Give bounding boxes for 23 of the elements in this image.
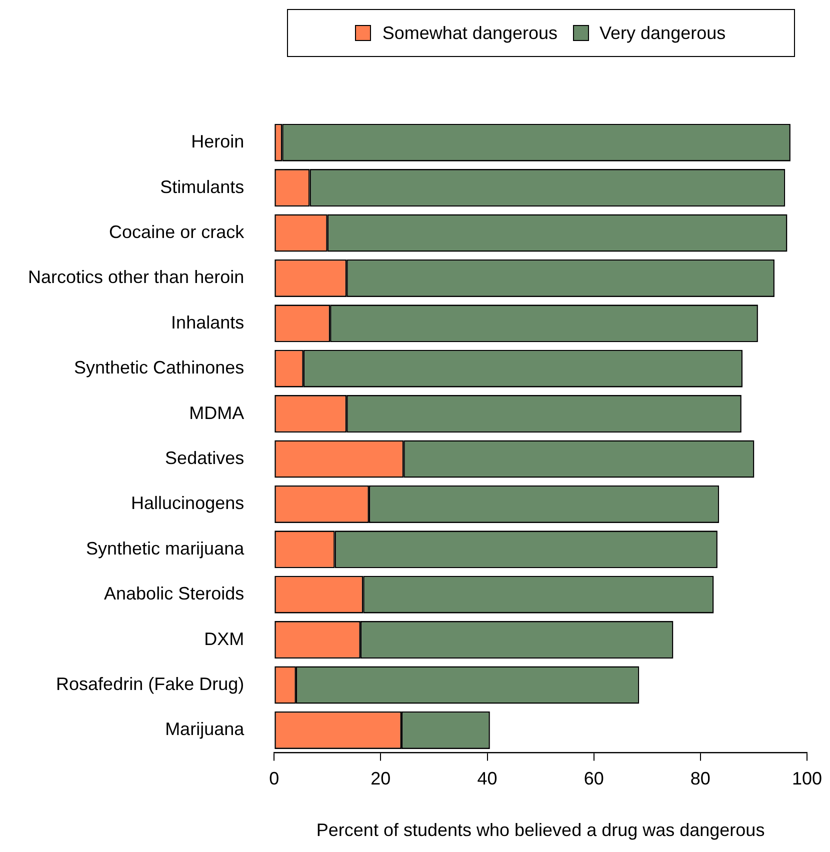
y-tick-label: Stimulants — [160, 176, 244, 197]
y-tick-label: Rosafedrin (Fake Drug) — [56, 674, 244, 694]
y-tick-label: Cocaine or crack — [109, 222, 246, 242]
x-tick-label: 20 — [370, 768, 391, 789]
legend-label: Somewhat dangerous — [382, 22, 558, 44]
y-tick-label: MDMA — [189, 402, 244, 423]
x-tick-label: 40 — [477, 768, 498, 789]
y-tick-label: Synthetic marijuana — [86, 538, 246, 558]
x-axis-title: Percent of students who believed a drug was dangerous — [316, 820, 765, 840]
y-tick-label: Anabolic Steroids — [104, 584, 244, 604]
legend-label: Very dangerous — [600, 22, 726, 44]
y-tick-label: Heroin — [191, 132, 244, 152]
x-tick-label: 60 — [584, 768, 604, 789]
y-tick-label: Narcotics other than heroin — [28, 267, 244, 288]
y-tick-label: Marijuana — [165, 719, 246, 740]
x-tick-label: 100 — [792, 768, 822, 789]
x-tick-label: 0 — [269, 768, 280, 789]
y-tick-label: Synthetic Cathinones — [74, 358, 244, 378]
y-tick-label: Hallucinogens — [131, 493, 244, 514]
y-tick-label: Inhalants — [171, 312, 244, 332]
x-tick-label: 80 — [690, 768, 710, 789]
y-tick-label: DXM — [204, 628, 244, 649]
y-tick-label: Sedatives — [165, 448, 244, 468]
